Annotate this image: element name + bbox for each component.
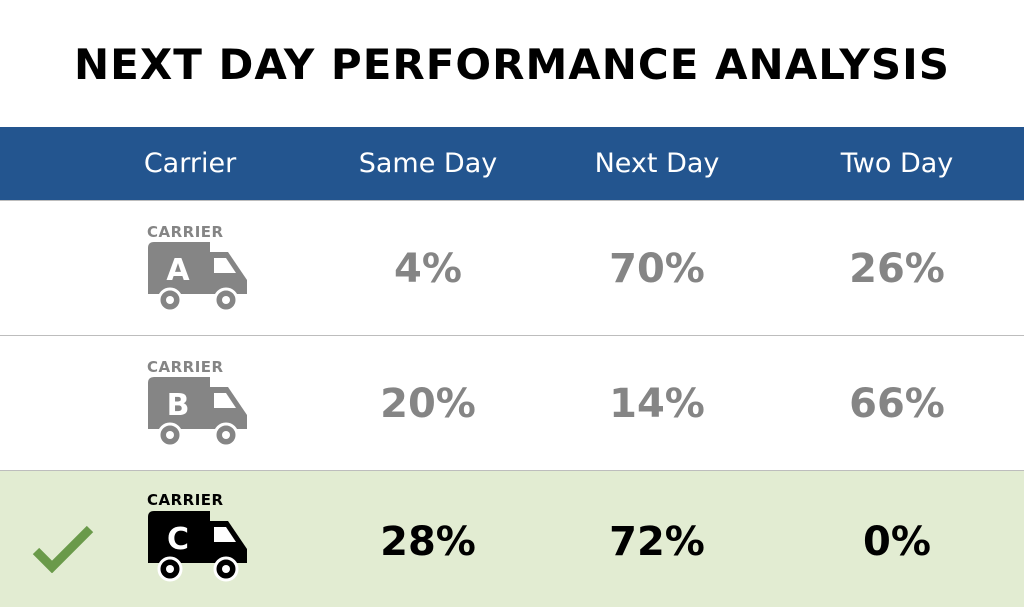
percent-cell: 14% xyxy=(609,381,705,427)
column-header: Two Day xyxy=(840,148,954,179)
van-icon: B xyxy=(148,377,247,448)
percent-cell: 4% xyxy=(394,246,462,292)
carrier-label: CARRIER xyxy=(147,491,224,509)
percent-cell: 20% xyxy=(380,381,476,427)
table-row: CARRIER A 4% 70% 26% xyxy=(0,200,1024,336)
carrier-letter: C xyxy=(167,522,189,557)
column-header: Next Day xyxy=(594,148,720,179)
table-header: Carrier Same Day Next Day Two Day xyxy=(0,127,1024,200)
percent-cell: 26% xyxy=(849,246,945,292)
check-mark xyxy=(32,525,94,573)
carrier-letter: A xyxy=(166,253,190,288)
percent-cell: 28% xyxy=(380,519,476,565)
table-row: CARRIER B 20% 14% 66% xyxy=(0,335,1024,471)
percent-cell: 0% xyxy=(863,519,931,565)
van-icon: C xyxy=(148,511,247,582)
percent-cell: 72% xyxy=(609,519,705,565)
table-row: CARRIER C 28% 72% 0% xyxy=(0,470,1024,607)
carrier-label: CARRIER xyxy=(147,358,224,376)
van-icon: A xyxy=(148,242,247,313)
percent-cell: 70% xyxy=(609,246,705,292)
title: NEXT DAY PERFORMANCE ANALYSIS xyxy=(74,40,950,89)
column-header: Same Day xyxy=(358,148,498,179)
carrier-label: CARRIER xyxy=(147,223,224,241)
percent-cell: 66% xyxy=(849,381,945,427)
column-header: Carrier xyxy=(143,148,237,179)
carrier-letter: B xyxy=(167,388,190,423)
